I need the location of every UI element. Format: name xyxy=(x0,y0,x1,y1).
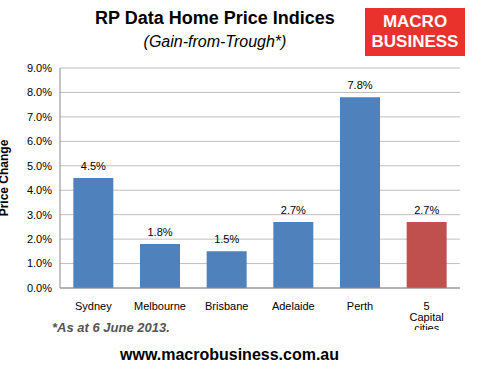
svg-text:2.7%: 2.7% xyxy=(414,204,439,216)
svg-text:Adelaide: Adelaide xyxy=(272,300,315,312)
svg-text:0.0%: 0.0% xyxy=(27,282,52,294)
svg-text:Price Change: Price Change xyxy=(8,139,11,216)
html-text:RP Data Home Price Indices: RP Data Home Price Indices xyxy=(95,8,335,28)
svg-text:Sydney: Sydney xyxy=(75,300,112,312)
html-text:*As at 6 June 2013.: *As at 6 June 2013. xyxy=(52,320,170,335)
html-text:(Gain-from-Trough*): (Gain-from-Trough*) xyxy=(143,33,287,50)
svg-text:5Capitalcities: 5Capitalcities xyxy=(410,300,444,330)
svg-text:2.0%: 2.0% xyxy=(27,233,52,245)
svg-text:1.5%: 1.5% xyxy=(214,233,239,245)
svg-text:3.0%: 3.0% xyxy=(27,209,52,221)
svg-text:4.5%: 4.5% xyxy=(81,160,106,172)
html-text:www.macrobusiness.com.au: www.macrobusiness.com.au xyxy=(120,346,339,363)
svg-text:4.0%: 4.0% xyxy=(27,184,52,196)
svg-text:Melbourne: Melbourne xyxy=(134,300,186,312)
svg-text:7.0%: 7.0% xyxy=(27,111,52,123)
svg-text:Brisbane: Brisbane xyxy=(205,300,248,312)
svg-text:1.0%: 1.0% xyxy=(27,257,52,269)
html-text:MACRO: MACRO xyxy=(382,12,448,31)
svg-text:6.0%: 6.0% xyxy=(27,135,52,147)
svg-text:Perth: Perth xyxy=(347,300,373,312)
svg-text:5.0%: 5.0% xyxy=(27,160,52,172)
svg-text:2.7%: 2.7% xyxy=(281,204,306,216)
svg-text:8.0%: 8.0% xyxy=(27,86,52,98)
svg-text:1.8%: 1.8% xyxy=(147,226,172,238)
svg-text:9.0%: 9.0% xyxy=(27,62,52,74)
html-text:BUSINESS: BUSINESS xyxy=(371,32,459,51)
svg-text:7.8%: 7.8% xyxy=(347,79,372,91)
